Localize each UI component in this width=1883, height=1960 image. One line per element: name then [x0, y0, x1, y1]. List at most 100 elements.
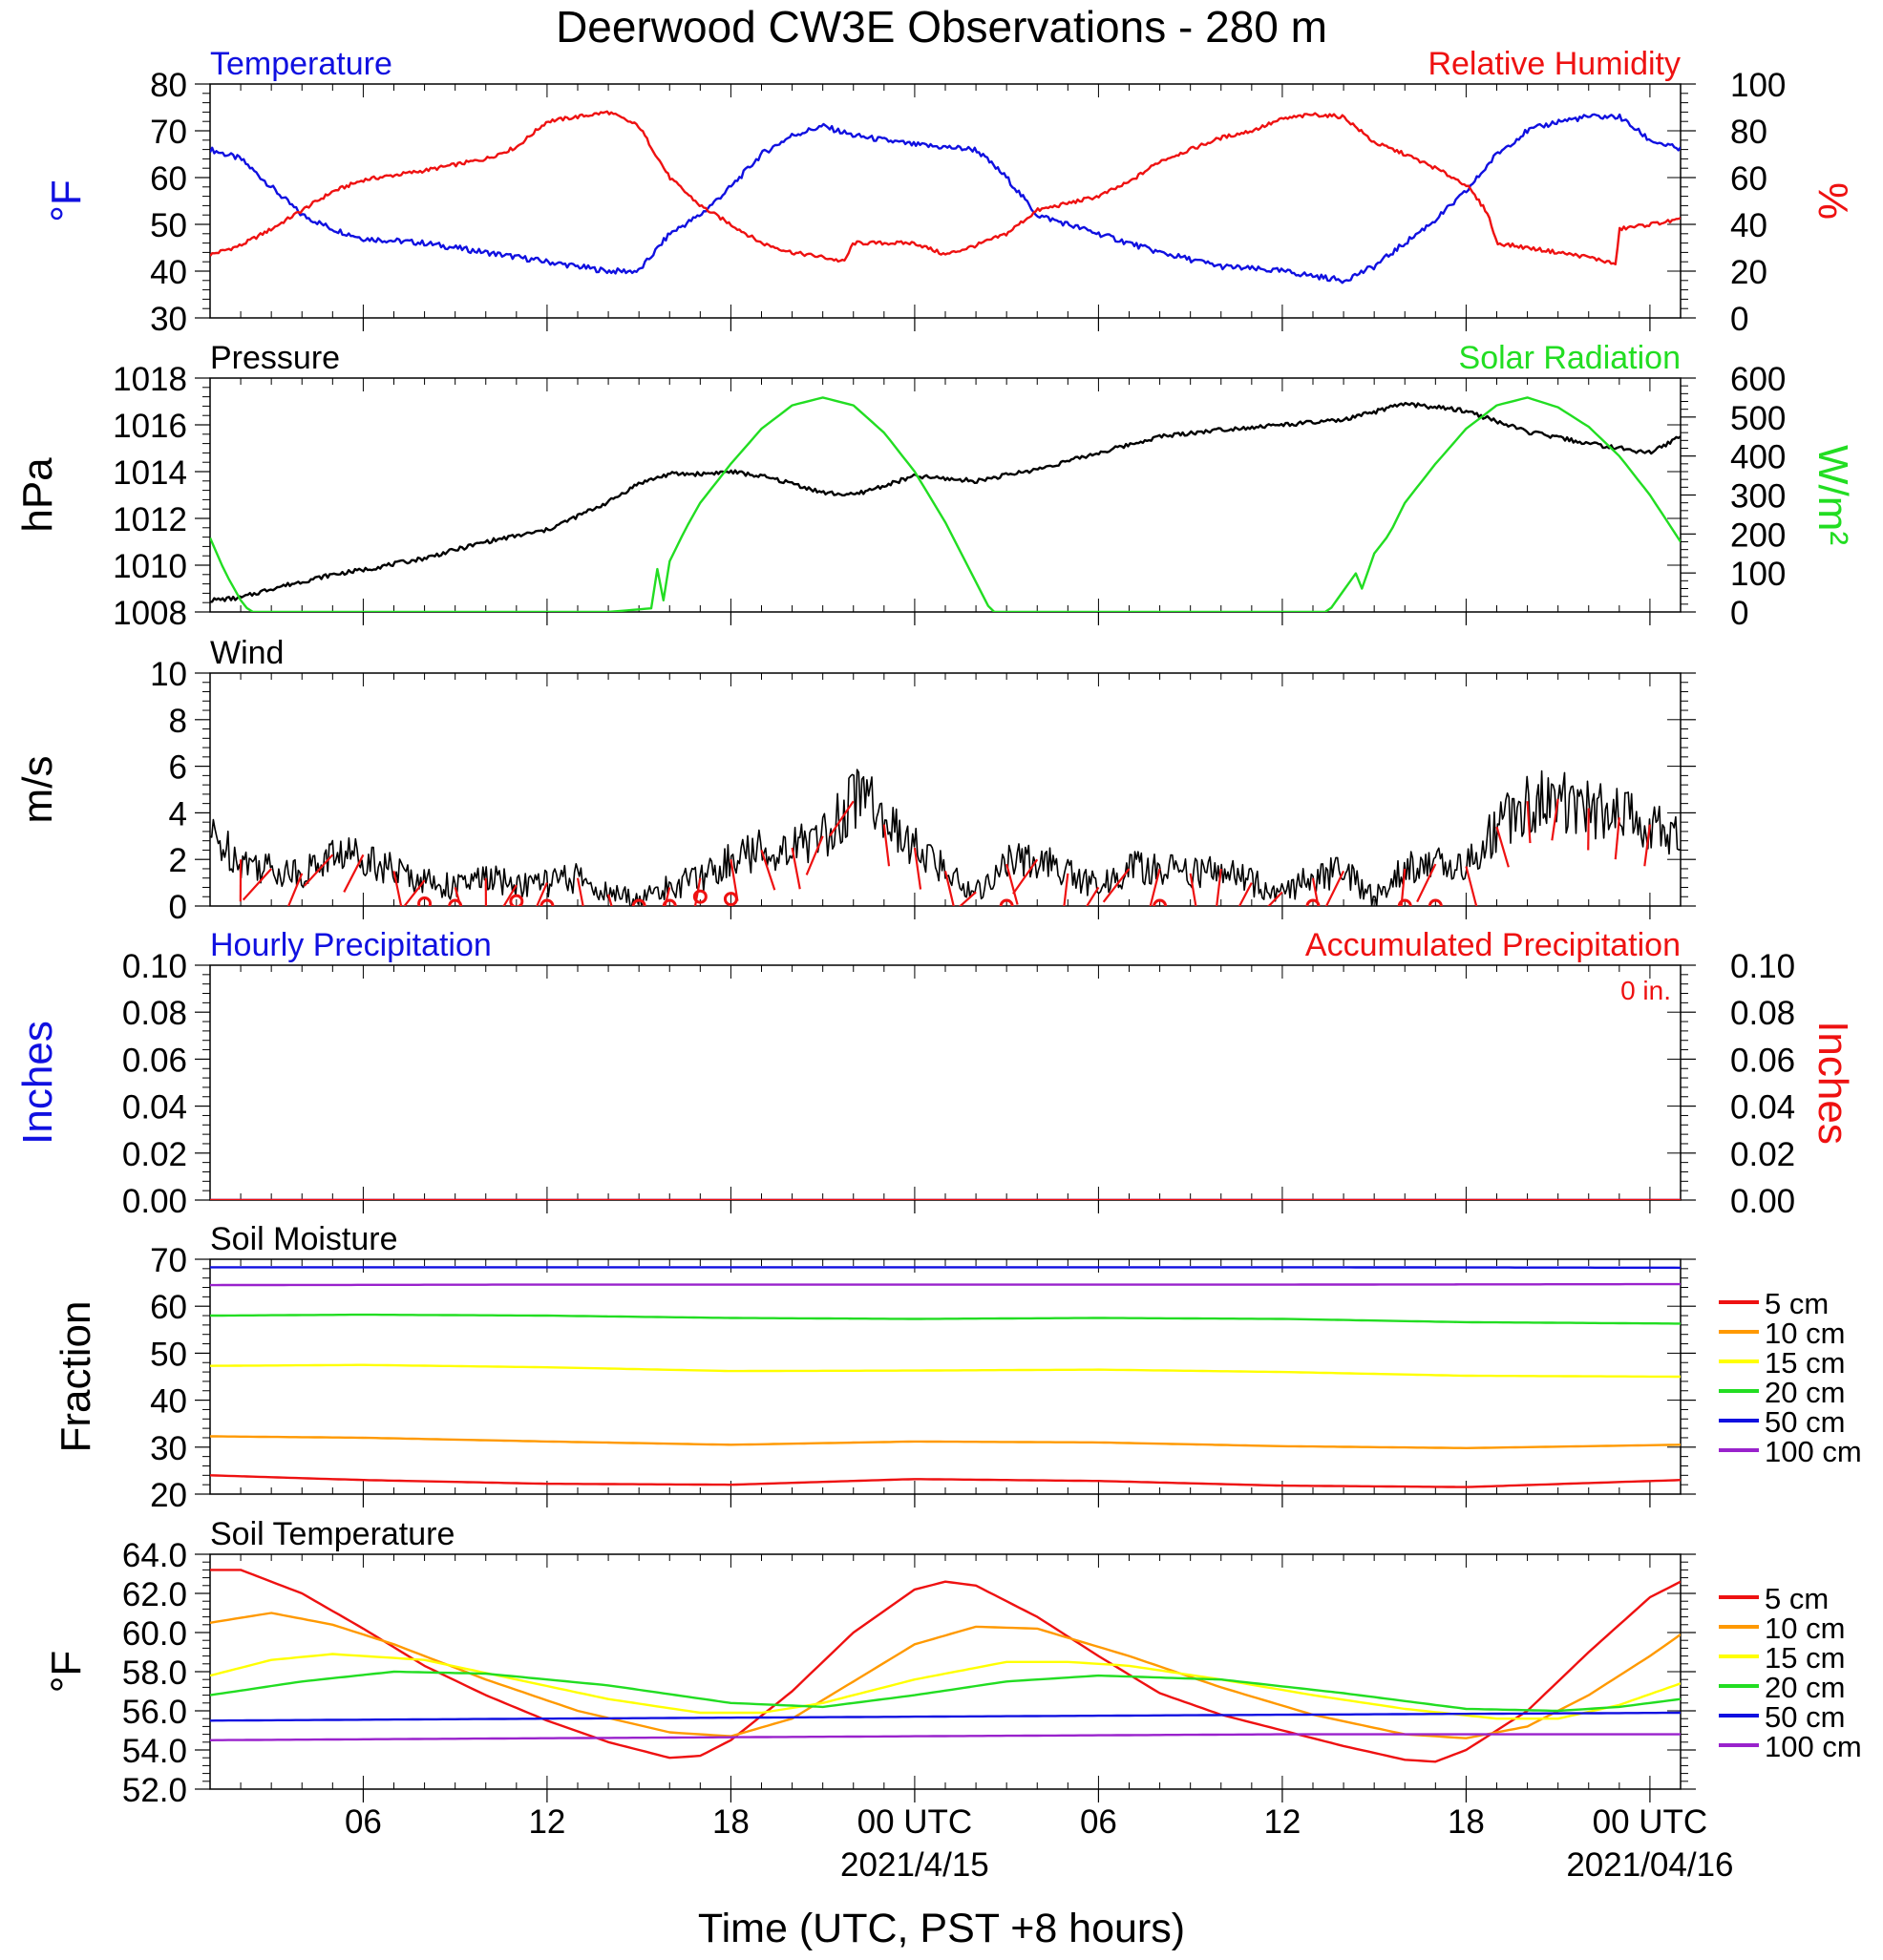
wind-calm-marker	[1397, 898, 1412, 906]
x-tick-date: 2021/04/16	[1566, 1846, 1733, 1884]
y-tick-label-right: 20	[1730, 254, 1767, 291]
wind-barb	[1012, 858, 1039, 895]
y-tick-label-left: 70	[150, 1242, 187, 1279]
panel-title-left: Temperature	[210, 46, 392, 82]
y-axis-label-left: °F	[43, 179, 90, 221]
wind-calm-marker	[662, 898, 677, 906]
wind-barb	[403, 879, 426, 906]
y-axis-label-left: hPa	[14, 457, 61, 533]
y-tick-label-left: 1016	[113, 408, 187, 445]
x-tick-label: 12	[528, 1803, 565, 1841]
series-group	[210, 1569, 1681, 1763]
wind-barb	[791, 847, 801, 890]
y-tick-label-right: 0.06	[1730, 1042, 1795, 1079]
legend-label: 100 cm	[1765, 1730, 1862, 1763]
legend-label: 10 cm	[1765, 1317, 1845, 1350]
y-tick-label-left: 1008	[113, 595, 187, 632]
wind-calm-marker	[631, 898, 646, 906]
legend-label: 20 cm	[1765, 1376, 1845, 1409]
wind-calm-marker	[692, 889, 708, 904]
y-axis-label-left: °F	[43, 1651, 90, 1693]
panel-title-left: Wind	[210, 635, 284, 671]
wind-barb	[1416, 863, 1437, 903]
y-axis-label-left: m/s	[14, 756, 61, 824]
wind-barb	[536, 882, 548, 906]
series-line	[210, 1266, 1681, 1270]
y-tick-label-right: 40	[1730, 207, 1767, 244]
series-line	[210, 1733, 1681, 1741]
y-tick-label-right: 400	[1730, 439, 1786, 476]
series-group	[210, 1266, 1681, 1488]
legend-label: 20 cm	[1765, 1671, 1845, 1704]
wind-barb	[1102, 868, 1131, 903]
y-tick-label-left: 30	[150, 301, 187, 338]
wind-barb	[576, 877, 584, 906]
series-line	[210, 110, 1681, 265]
y-tick-label-right: 80	[1730, 114, 1767, 151]
x-axis-label: Time (UTC, PST +8 hours)	[698, 1906, 1185, 1951]
y-tick-label-right: 0.10	[1730, 948, 1795, 985]
wind-barb	[1643, 824, 1652, 867]
panel-5: 52.054.056.058.060.062.064.0 Soil Tempera…	[43, 1516, 1862, 1809]
y-axis-label-right: %	[1809, 182, 1856, 220]
y-tick-label-left: 1018	[113, 361, 187, 398]
series-group	[210, 769, 1681, 906]
wind-barb	[1551, 798, 1559, 841]
x-tick-label: 00 UTC	[1593, 1803, 1708, 1841]
y-tick-label-left: 0	[169, 889, 187, 926]
wind-barb	[805, 835, 824, 875]
wind-calm-marker	[509, 894, 524, 906]
legend-label: 5 cm	[1765, 1287, 1829, 1320]
panel-title-right: Solar Radiation	[1459, 340, 1681, 376]
y-axis-label-left: Inches	[14, 1021, 61, 1145]
y-tick-label-right: 0.04	[1730, 1089, 1795, 1127]
series-line	[210, 1670, 1681, 1713]
wind-barb	[242, 868, 272, 901]
wind-barb	[1005, 863, 1019, 905]
series-line	[210, 769, 1681, 906]
series-group	[210, 396, 1681, 612]
legend-label: 15 cm	[1765, 1641, 1845, 1675]
legend-label: 100 cm	[1765, 1435, 1862, 1468]
series-line	[210, 1313, 1681, 1325]
series-line	[210, 1474, 1681, 1488]
x-tick-date: 2021/4/15	[840, 1846, 989, 1884]
legend-label: 5 cm	[1765, 1582, 1829, 1615]
x-tick-label: 06	[1080, 1803, 1117, 1841]
panel-frame	[209, 83, 1682, 319]
y-tick-label-left: 10	[150, 656, 187, 693]
series-line	[210, 1612, 1681, 1739]
y-tick-label-right: 100	[1730, 67, 1786, 104]
y-tick-label-left: 50	[150, 207, 187, 244]
panel-title-left: Soil Temperature	[210, 1516, 455, 1552]
wind-barb	[392, 871, 403, 906]
y-tick-label-left: 0.02	[122, 1136, 187, 1173]
y-tick-label-left: 1010	[113, 548, 187, 585]
panel-title-left: Pressure	[210, 340, 340, 376]
series-line	[210, 1569, 1681, 1763]
y-tick-label-left: 30	[150, 1430, 187, 1467]
wind-barb	[882, 824, 891, 867]
wind-barb	[303, 854, 334, 887]
wind-barb	[693, 877, 702, 906]
y-tick-label-right: 200	[1730, 516, 1786, 554]
wind-barb	[1216, 868, 1222, 906]
y-tick-label-left: 70	[150, 114, 187, 151]
wind-barb	[1189, 873, 1197, 906]
wind-barb	[502, 884, 518, 906]
wind-barb	[1086, 886, 1100, 906]
wind-calm-marker	[417, 896, 433, 906]
wind-barb	[959, 891, 977, 906]
wind-barb	[760, 850, 776, 891]
wind-calm-marker	[540, 898, 555, 906]
y-tick-label-left: 64.0	[122, 1537, 187, 1574]
wind-barb	[943, 871, 955, 906]
y-tick-label-left: 60.0	[122, 1615, 187, 1653]
y-axis-label-right: W/m²	[1809, 445, 1856, 545]
x-tick-label: 06	[345, 1803, 382, 1841]
y-axis-label-left: Fraction	[53, 1301, 99, 1453]
